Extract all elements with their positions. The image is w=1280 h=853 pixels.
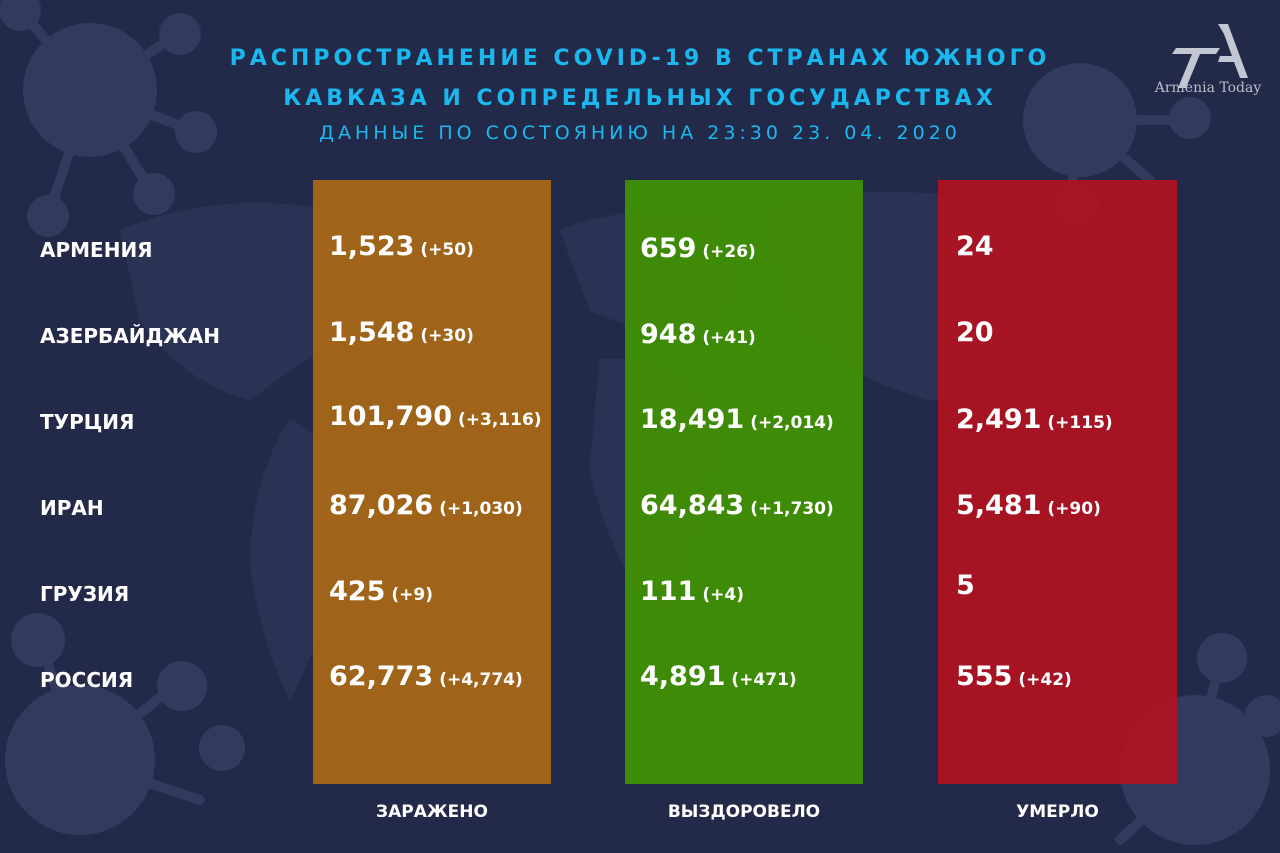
recovered-delta: (+41) [702,328,756,348]
infected-value: 425 [329,576,386,607]
recovered-cell: 64,843 (+1,730) [640,490,834,521]
died-cell: 555 (+42) [956,661,1072,692]
recovered-delta: (+1,730) [750,499,834,519]
infected-cell: 1,523 (+50) [329,231,474,262]
infected-column [313,180,551,784]
infected-cell: 425 (+9) [329,576,433,607]
infected-delta: (+4,774) [439,670,523,690]
country-label: ГРУЗИЯ [40,582,130,606]
died-delta: (+90) [1047,499,1101,519]
recovered-delta: (+471) [731,670,797,690]
died-cell: 5 [956,570,981,601]
country-label: РОССИЯ [40,668,134,692]
died-delta: (+115) [1047,413,1113,433]
recovered-delta: (+2,014) [750,413,834,433]
recovered-delta: (+26) [702,242,756,262]
logo-text: Armenia Today [1154,80,1262,96]
armenia-today-logo [1172,24,1248,88]
infected-delta: (+30) [420,326,474,346]
died-cell: 20 [956,317,1000,348]
recovered-cell: 4,891 (+471) [640,661,797,692]
recovered-cell: 111 (+4) [640,576,744,607]
died-cell: 2,491 (+115) [956,404,1113,435]
recovered-cell: 659 (+26) [640,233,756,264]
date-subtitle: ДАННЫЕ ПО СОСТОЯНИЮ НА 23:30 23. 04. 202… [319,122,961,144]
infected-cell: 87,026 (+1,030) [329,490,523,521]
recovered-value: 18,491 [640,404,745,435]
recovered-value: 64,843 [640,490,745,521]
page-title-line-1: РАСПРОСТРАНЕНИЕ COVID-19 В СТРАНАХ ЮЖНОГ… [229,46,1051,71]
infected-cell: 101,790 (+3,116) [329,401,542,432]
infected-value: 1,523 [329,231,415,262]
died-column-label: УМЕРЛО [1016,802,1099,822]
infected-cell: 62,773 (+4,774) [329,661,523,692]
recovered-cell: 18,491 (+2,014) [640,404,834,435]
died-cell: 24 [956,231,1000,262]
recovered-column-label: ВЫЗДОРОВЕЛО [667,802,821,822]
recovered-value: 948 [640,319,697,350]
infected-delta: (+50) [420,240,474,260]
infected-cell: 1,548 (+30) [329,317,474,348]
recovered-value: 111 [640,576,697,607]
died-value: 5,481 [956,490,1042,521]
died-value: 24 [956,231,994,262]
died-value: 555 [956,661,1013,692]
infected-delta: (+1,030) [439,499,523,519]
infected-column-label: ЗАРАЖЕНО [376,802,488,822]
died-value: 2,491 [956,404,1042,435]
recovered-value: 659 [640,233,697,264]
infected-value: 87,026 [329,490,434,521]
country-label: АЗЕРБАЙДЖАН [40,324,220,348]
died-value: 20 [956,317,994,348]
infected-value: 62,773 [329,661,434,692]
page-title-line-2: КАВКАЗА И СОПРЕДЕЛЬНЫХ ГОСУДАРСТВАХ [283,86,997,111]
recovered-value: 4,891 [640,661,726,692]
infected-value: 1,548 [329,317,415,348]
infected-delta: (+9) [391,585,433,605]
recovered-delta: (+4) [702,585,744,605]
recovered-cell: 948 (+41) [640,319,756,350]
died-cell: 5,481 (+90) [956,490,1101,521]
country-label: ИРАН [40,496,104,520]
country-label: АРМЕНИЯ [40,238,153,262]
infected-delta: (+3,116) [457,410,542,430]
country-label: ТУРЦИЯ [40,410,135,434]
died-delta: (+42) [1018,670,1072,690]
died-value: 5 [956,570,975,601]
recovered-column [625,180,863,784]
infected-value: 101,790 [329,401,452,432]
died-column [938,180,1177,784]
